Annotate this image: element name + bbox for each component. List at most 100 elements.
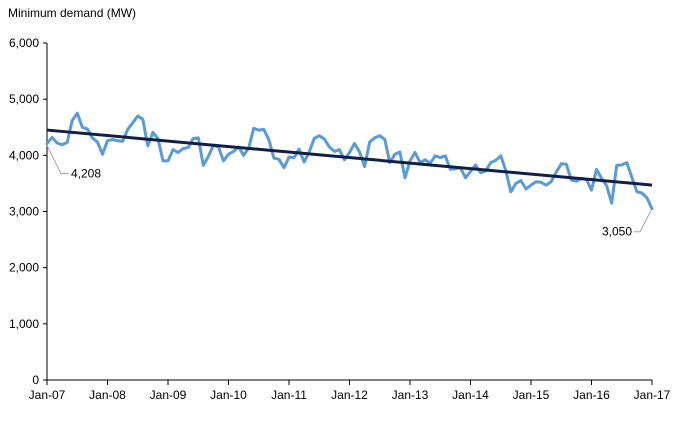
data-point (71, 119, 73, 122)
data-point (560, 163, 562, 165)
data-point (91, 137, 93, 139)
data-point (207, 155, 209, 158)
data-point (81, 126, 83, 128)
data-point (56, 142, 58, 144)
x-tick-label: Jan-12 (331, 388, 368, 402)
annotation-label: 3,050 (602, 225, 632, 239)
annotation-leader (46, 145, 69, 175)
data-point (328, 146, 330, 148)
x-tick-label: Jan-13 (392, 388, 429, 402)
data-point (283, 167, 285, 169)
data-point (96, 141, 98, 143)
data-point (379, 135, 381, 137)
y-tick-label: 6,000 (9, 36, 39, 50)
data-point (434, 155, 436, 157)
data-point (606, 185, 608, 187)
y-axis-title: Minimum demand (MW) (8, 6, 136, 20)
data-point (469, 171, 472, 173)
y-tick-label: 3,000 (9, 205, 39, 219)
data-point (101, 153, 104, 155)
data-point (222, 160, 225, 162)
data-point (258, 129, 260, 131)
data-point (182, 148, 184, 150)
x-tick-label: Jan-08 (89, 388, 126, 402)
data-point (651, 208, 653, 210)
y-tick-label: 2,000 (9, 261, 39, 275)
data-point (575, 180, 578, 182)
x-tick-label: Jan-14 (452, 388, 489, 402)
data-point (127, 128, 129, 131)
data-point (51, 136, 53, 138)
data-point (590, 189, 593, 191)
x-tick-label: Jan-11 (271, 388, 307, 402)
data-point (530, 184, 532, 186)
x-tick-label: Jan-10 (210, 388, 247, 402)
data-point (601, 177, 603, 179)
data-point (369, 141, 371, 143)
data-point (288, 156, 290, 158)
data-point (167, 160, 169, 162)
data-point (480, 172, 482, 174)
y-tick-label: 5,000 (9, 92, 39, 106)
data-point (570, 179, 572, 181)
trend-line (46, 128, 653, 187)
data-point (162, 160, 164, 162)
data-point (243, 154, 245, 156)
x-tick-label: Jan-17 (634, 388, 671, 402)
data-point (348, 151, 351, 154)
data-point (555, 171, 557, 173)
data-point (86, 128, 88, 130)
data-point (414, 151, 416, 154)
data-point (611, 202, 613, 204)
data-point (293, 157, 295, 159)
data-point (641, 192, 643, 194)
data-point (152, 131, 154, 133)
data-point (525, 188, 527, 190)
data-point (595, 168, 598, 170)
data-point (333, 150, 335, 152)
data-point (520, 180, 522, 182)
data-point (636, 191, 638, 193)
data-point (227, 153, 230, 155)
data-point (474, 164, 477, 166)
y-tick-label: 1,000 (9, 317, 39, 331)
data-point (76, 112, 78, 114)
y-axis: 0 1,000 2,000 3,000 4,000 5,000 6,000 (9, 36, 48, 387)
data-point (273, 157, 275, 159)
x-tick-label: Jan-15 (513, 388, 550, 402)
minimum-demand-line (45, 111, 654, 211)
data-point (318, 135, 320, 137)
data-point (550, 181, 552, 183)
data-point (172, 149, 174, 151)
data-point (444, 155, 446, 157)
data-point (253, 127, 255, 129)
data-point (338, 149, 340, 151)
data-point (137, 115, 139, 117)
data-point (303, 161, 305, 163)
series-layer (45, 111, 654, 211)
data-point (147, 145, 149, 147)
data-point (490, 162, 492, 164)
x-tick-label: Jan-07 (29, 388, 66, 402)
data-point (122, 140, 124, 142)
x-tick-label: Jan-09 (150, 388, 187, 402)
data-point (424, 159, 426, 161)
data-point (535, 181, 537, 183)
data-point (621, 164, 623, 166)
data-point (399, 151, 401, 153)
data-point (117, 140, 119, 142)
data-point (439, 157, 441, 159)
data-point (359, 151, 361, 153)
data-point (111, 139, 114, 141)
data-point (132, 122, 134, 124)
data-point (298, 148, 300, 150)
data-point (61, 144, 63, 146)
data-point (192, 137, 194, 140)
data-point (565, 163, 567, 165)
data-point (323, 138, 325, 140)
annotation-label: 4,208 (71, 167, 101, 181)
data-point (384, 139, 386, 141)
data-point (46, 143, 48, 145)
